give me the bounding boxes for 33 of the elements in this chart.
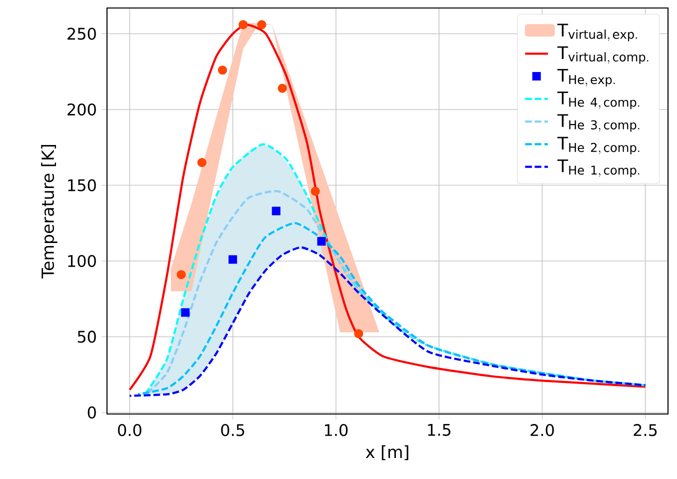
legend-label: $\mathrm{T}_{\mathrm{He\ 3,\,comp.}}$ — [557, 114, 640, 132]
legend-label: $\mathrm{T}_{\mathrm{He\ 4,\,comp.}}$ — [557, 92, 640, 110]
x-tick-label: 1.5 — [428, 424, 450, 436]
point — [218, 66, 228, 75]
y-tick-label: 200 — [68, 103, 96, 116]
legend-label: $\mathrm{T}_{\mathrm{He\ 1,\,comp.}}$ — [557, 160, 640, 178]
point — [257, 20, 266, 30]
y-axis-title: Temperature [K] — [41, 145, 58, 278]
y-tick-label: 250 — [68, 28, 96, 40]
point — [238, 20, 248, 30]
x-tick-label: 0.0 — [118, 424, 142, 436]
point — [272, 206, 280, 216]
y-tick-label: 0 — [88, 406, 96, 419]
y-tick-label: 100 — [68, 254, 96, 268]
legend-label: $\mathrm{T}_{\mathrm{virtual,\,exp.}}$ — [557, 24, 637, 42]
legend-label: $\mathrm{T}_{\mathrm{He\ 2,\,comp.}}$ — [557, 136, 640, 154]
x-tick-label: 2.5 — [634, 424, 657, 436]
point — [354, 329, 364, 338]
point — [310, 186, 320, 196]
y-tick-label: 50 — [78, 330, 96, 343]
x-axis-title: x [m] — [366, 445, 408, 460]
point — [228, 255, 238, 264]
x-tick-label: 1.0 — [324, 424, 348, 436]
x-tick-label: 0.5 — [221, 424, 244, 436]
point — [197, 158, 206, 168]
point — [317, 237, 326, 246]
point — [278, 84, 287, 93]
y-tick-label: 150 — [68, 179, 96, 192]
legend-label: $\mathrm{T}_{\mathrm{He,\,exp.}}$ — [557, 68, 615, 87]
x-tick-label: 2.0 — [530, 424, 554, 436]
point — [181, 308, 190, 317]
point — [176, 270, 186, 280]
legend-label: $\mathrm{T}_{\mathrm{virtual,\,comp.}}$ — [557, 46, 648, 64]
